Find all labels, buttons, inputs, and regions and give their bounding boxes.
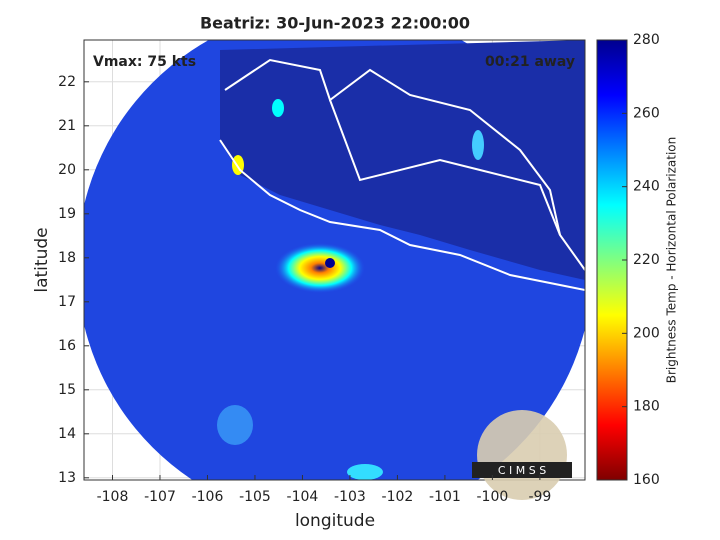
y-tick-label: 17 bbox=[58, 294, 76, 310]
colorbar-tick-label: 220 bbox=[633, 252, 660, 268]
colorbar-tick-label: 160 bbox=[633, 472, 660, 488]
colorbar-tick-label: 180 bbox=[633, 399, 660, 415]
satellite-swath bbox=[84, 40, 585, 480]
x-tick-label: -105 bbox=[239, 489, 271, 505]
x-tick-label: -102 bbox=[382, 489, 414, 505]
colorbar-tick-label: 240 bbox=[633, 179, 660, 195]
y-tick-label: 13 bbox=[58, 470, 76, 486]
x-tick-label: -108 bbox=[97, 489, 129, 505]
plot-frame bbox=[83, 39, 586, 481]
x-tick-label: -107 bbox=[144, 489, 176, 505]
vmax-label: Vmax: 75 kts bbox=[93, 54, 196, 70]
title: Beatriz: 30-Jun-2023 22:00:00 bbox=[200, 14, 470, 33]
logo-text: C I M S S bbox=[498, 464, 546, 477]
y-tick-label: 19 bbox=[58, 206, 76, 222]
colorbar-tick-label: 200 bbox=[633, 325, 660, 341]
y-tick-label: 18 bbox=[58, 250, 76, 266]
x-tick-label: -103 bbox=[334, 489, 366, 505]
time-away-label: 00:21 away bbox=[485, 54, 575, 70]
x-tick-label: -101 bbox=[429, 489, 461, 505]
y-tick-label: 21 bbox=[58, 118, 76, 134]
x-axis-label: longitude bbox=[295, 511, 375, 531]
x-tick-label: -99 bbox=[528, 489, 551, 505]
colorbar-tick-label: 280 bbox=[633, 32, 660, 48]
y-tick-label: 15 bbox=[58, 382, 76, 398]
y-tick-label: 22 bbox=[58, 74, 76, 90]
y-tick-label: 14 bbox=[58, 426, 76, 442]
colorbar-label: Brightness Temp - Horizontal Polarizatio… bbox=[665, 137, 679, 384]
x-tick-label: -104 bbox=[287, 489, 319, 505]
y-tick-label: 20 bbox=[58, 162, 76, 178]
x-tick-label: -106 bbox=[192, 489, 224, 505]
y-tick-label: 16 bbox=[58, 338, 76, 354]
y-axis-label: latitude bbox=[32, 227, 52, 292]
x-tick-label: -100 bbox=[477, 489, 509, 505]
colorbar-tick-label: 260 bbox=[633, 105, 660, 121]
logo: C I M S S bbox=[472, 410, 572, 500]
